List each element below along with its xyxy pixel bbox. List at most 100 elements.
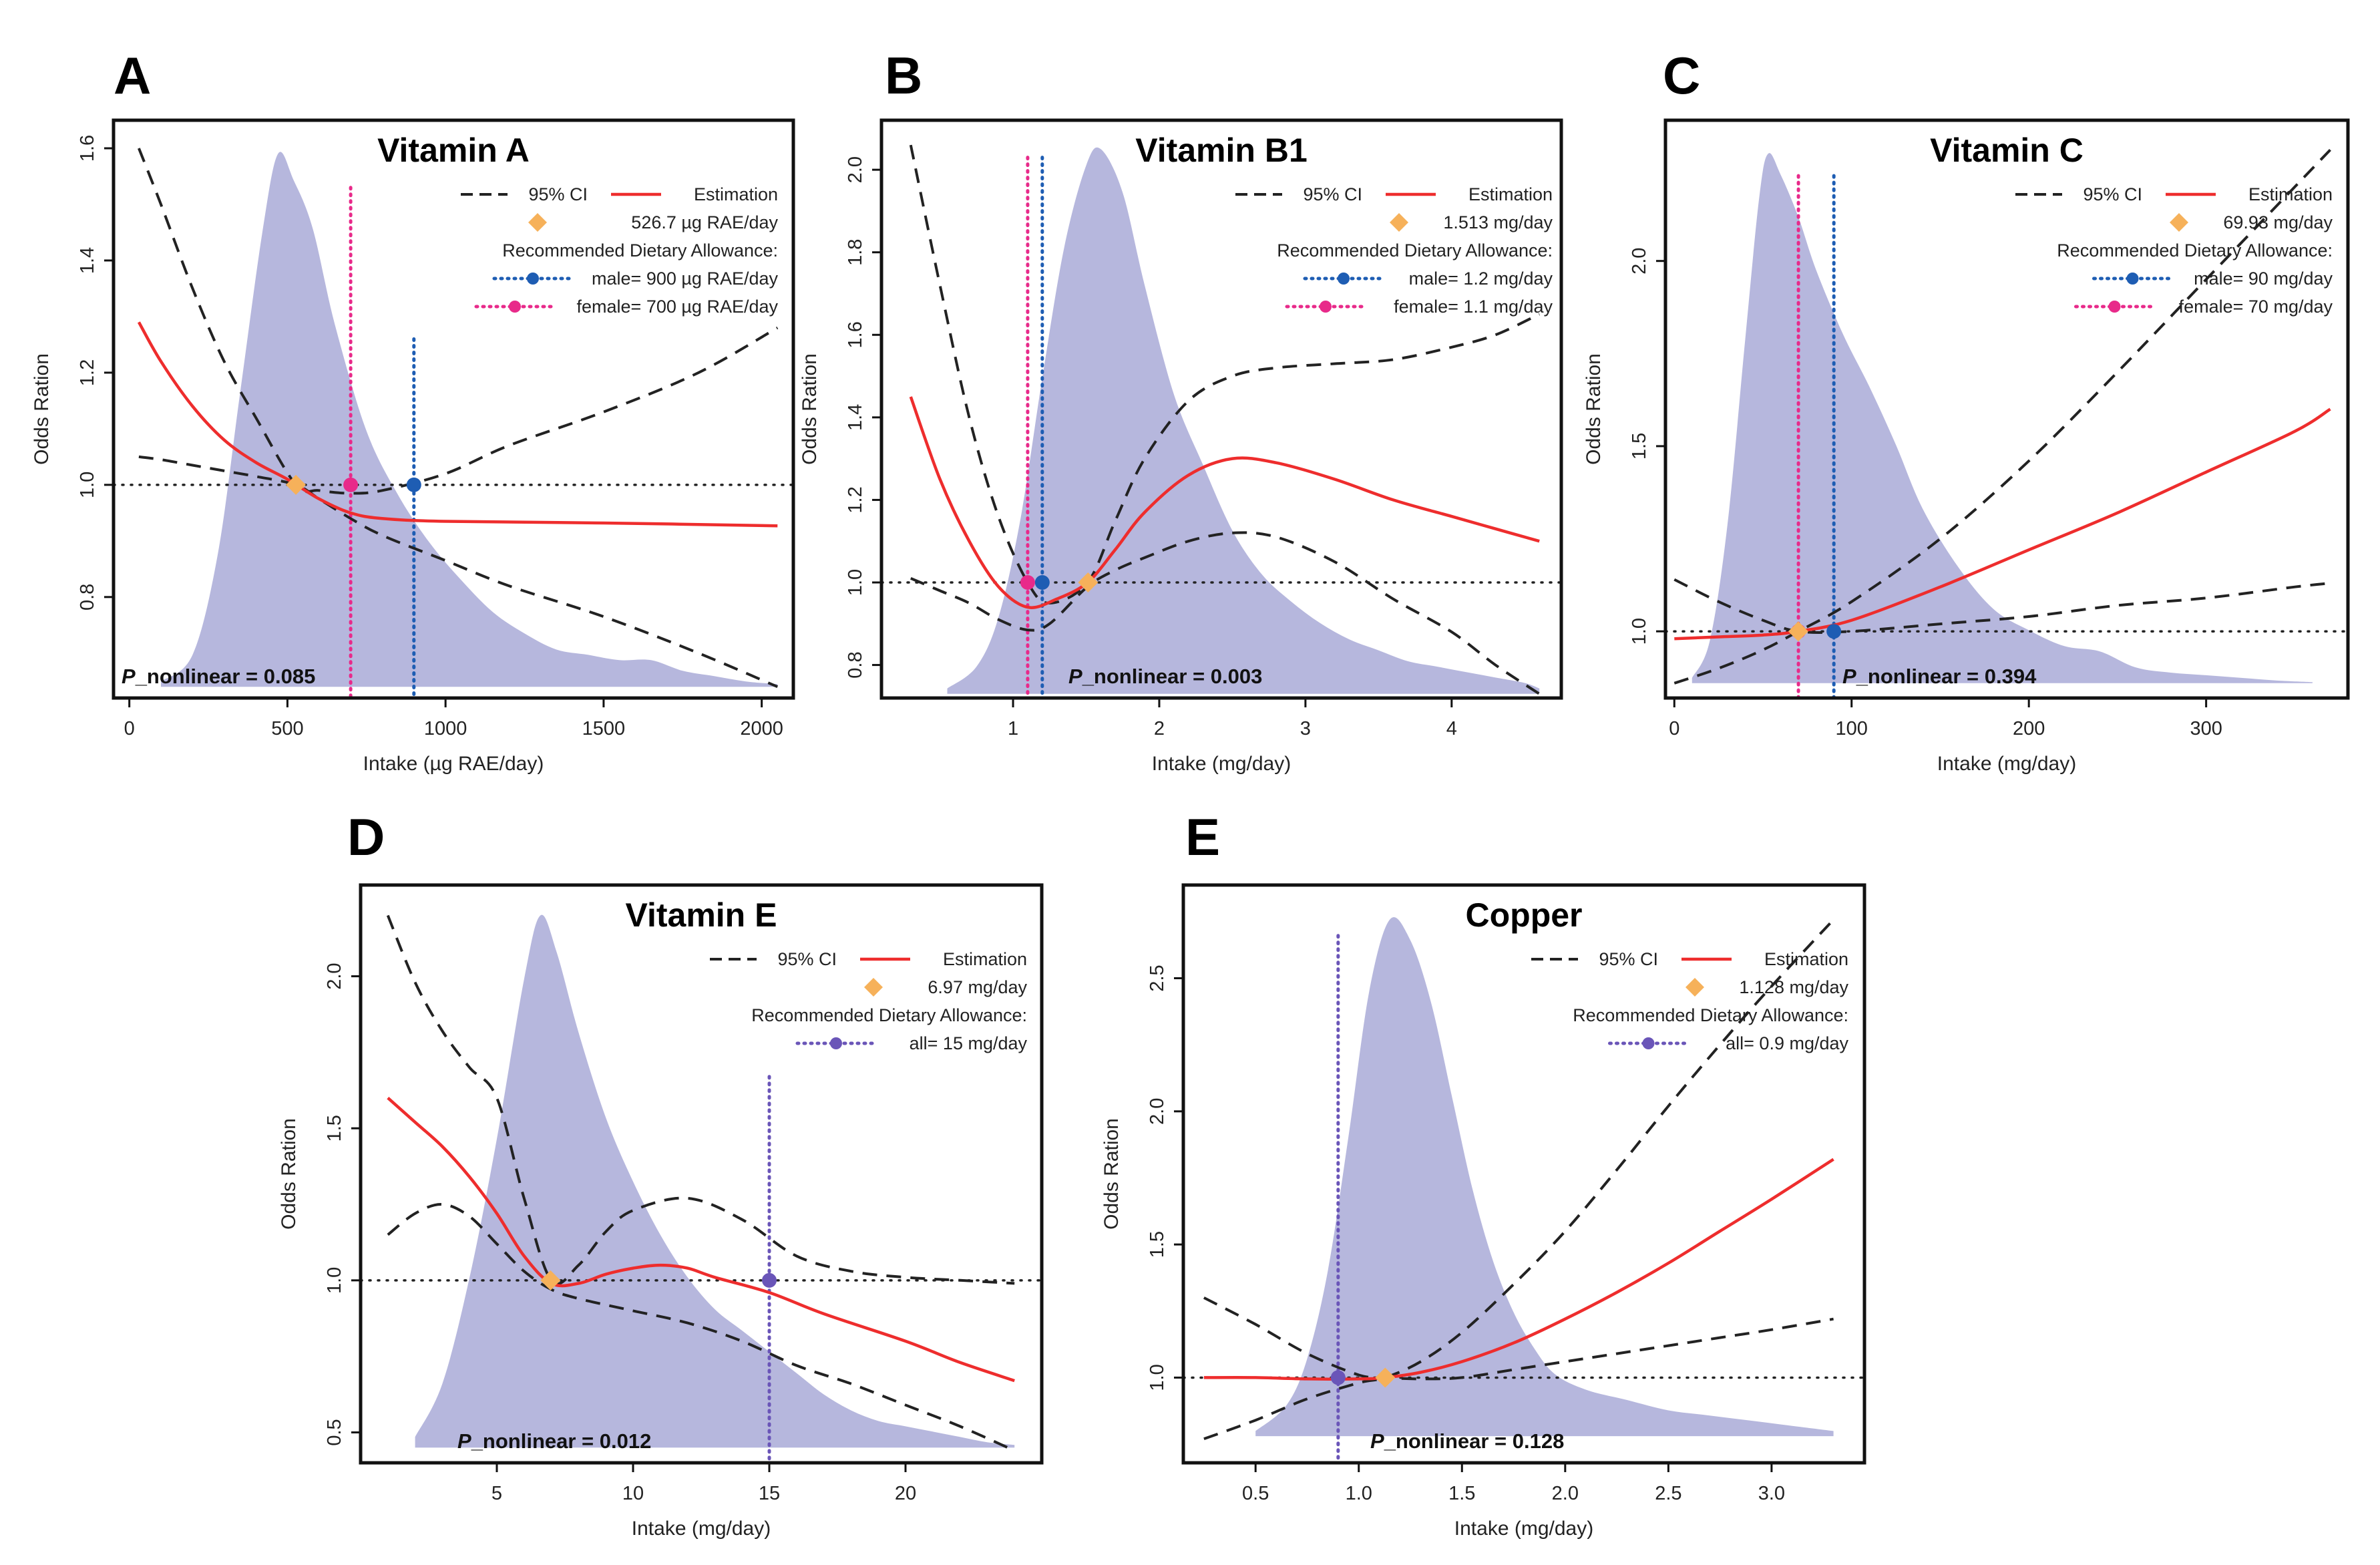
x-axis-label: Intake (mg/day) (1152, 753, 1291, 775)
optimum-point-diamond (540, 1270, 561, 1290)
p-symbol: P (457, 1429, 471, 1453)
p-text: _nonlinear = (471, 1429, 600, 1453)
rda-point-male (406, 477, 421, 492)
intake-density-area (1692, 153, 2313, 683)
estimation-line (909, 396, 1540, 609)
ci-lower-line (1673, 578, 2331, 634)
y-tick-label: 2.5 (1147, 965, 1168, 991)
y-tick-label: 1.5 (1629, 433, 1650, 460)
legend-estimation-label: Estimation (1764, 949, 1848, 969)
legend-rda-label-female: female= 1.1 mg/day (1394, 297, 1553, 317)
p-nonlinear-annotation: P_nonlinear = 0.003 (1068, 665, 1262, 688)
x-tick-label: 4 (1446, 718, 1457, 739)
optimum-point-diamond (1788, 621, 1808, 642)
x-axis-label: Intake (µg RAE/day) (363, 753, 544, 775)
y-axis-label: Odds Ration (799, 353, 821, 465)
p-text: _nonlinear = (1082, 665, 1211, 688)
x-tick-label: 1 (1008, 718, 1018, 739)
x-tick-label: 300 (2190, 718, 2222, 739)
legend-rda-label-male: male= 900 µg RAE/day (592, 269, 778, 289)
panel-letter: C (1663, 46, 1700, 105)
plot-frame (359, 883, 1044, 1465)
y-axis-label: Odds Ration (31, 353, 53, 465)
plot-frame (879, 118, 1563, 700)
p-value: 0.012 (600, 1429, 652, 1453)
ci-lower-line (910, 531, 1541, 695)
intake-density-area (1255, 917, 1834, 1437)
y-tick-label: 0.8 (845, 651, 866, 678)
intake-density-area (415, 914, 1015, 1448)
legend-rda-dot-male (2126, 273, 2139, 285)
legend-rda-label-female: female= 700 µg RAE/day (577, 297, 779, 317)
legend-rda-label-female: female= 70 mg/day (2179, 297, 2333, 317)
legend: Estimation 95% CI 69.93 mg/day Recommended … (2015, 184, 2333, 317)
y-axis-label: Odds Ration (1101, 1118, 1123, 1230)
rda-point-male (1034, 575, 1050, 590)
x-tick-label: 3 (1300, 718, 1311, 739)
y-tick-label: 0.8 (77, 584, 98, 611)
estimation-line (1203, 1158, 1834, 1381)
y-tick-label: 1.4 (77, 247, 98, 274)
x-tick-label: 3.0 (1758, 1483, 1785, 1504)
p-value: 0.394 (1985, 665, 2037, 688)
y-tick-label: 1.2 (77, 359, 98, 386)
p-symbol: P (122, 665, 136, 688)
x-tick-label: 2.5 (1655, 1483, 1681, 1504)
legend-rda-header: Recommended Dietary Allowance: (751, 1005, 1027, 1025)
ci-lower-line (138, 455, 779, 689)
optimum-point-diamond (1078, 572, 1099, 592)
legend-rda-dot-male (1338, 273, 1350, 285)
y-tick-label: 1.0 (845, 569, 866, 596)
p-nonlinear-annotation: P_nonlinear = 0.012 (457, 1429, 651, 1453)
legend: Estimation 95% CI 1.128 mg/day Recommended … (1531, 949, 1848, 1053)
plot-area (1183, 917, 1864, 1463)
legend-ci-label: 95% CI (2083, 184, 2142, 204)
legend-optimum-diamond (528, 213, 547, 232)
ci-upper-line (1673, 149, 2331, 685)
y-tick-label: 1.6 (845, 321, 866, 348)
panel-c: 0 100 200 300 1.0 1.5 2.0 Intake (mg/day) Odds R… (1583, 46, 2350, 775)
rda-point-male (1826, 624, 1842, 639)
x-tick-label: 0 (1669, 718, 1679, 739)
x-tick-label: 1000 (424, 718, 467, 739)
y-tick-label: 1.0 (324, 1267, 345, 1294)
y-axis-label: Odds Ration (1583, 353, 1605, 465)
legend-optimum-label: 69.93 mg/day (2223, 212, 2333, 232)
y-tick-label: 1.2 (845, 486, 866, 513)
x-tick-label: 1500 (582, 718, 626, 739)
y-tick-label: 1.0 (1629, 618, 1650, 645)
legend-rda-label-male: male= 1.2 mg/day (1409, 269, 1553, 289)
p-nonlinear-annotation: P_nonlinear = 0.085 (122, 665, 315, 688)
plot-area (881, 144, 1561, 698)
y-tick-label: 1.0 (1147, 1364, 1168, 1391)
p-value: 0.128 (1513, 1429, 1565, 1453)
legend-estimation-label: Estimation (2248, 184, 2333, 204)
panel-d: 5 10 15 20 0.5 1.0 1.5 2.0 Intake (mg/day) Odds R… (278, 808, 1044, 1540)
x-axis-label: Intake (mg/day) (1454, 1518, 1593, 1540)
legend-rda-dot-female (2108, 301, 2121, 313)
y-tick-label: 1.5 (324, 1115, 345, 1142)
y-tick-label: 2.0 (1147, 1098, 1168, 1125)
rda-point-female (1020, 575, 1035, 590)
legend-rda-header: Recommended Dietary Allowance: (502, 240, 778, 260)
legend-optimum-diamond (2170, 213, 2188, 232)
panel-letter: B (885, 46, 922, 105)
legend: Estimation 95% CI 6.97 mg/day Recommended D… (710, 949, 1027, 1053)
legend-optimum-diamond (1390, 213, 1408, 232)
x-tick-label: 0 (124, 718, 135, 739)
x-axis-label: Intake (mg/day) (1937, 753, 2076, 775)
rda-point-female (343, 477, 359, 492)
rda-point-all (762, 1272, 777, 1288)
intake-density-area (161, 152, 778, 687)
plot-area (361, 914, 1042, 1463)
y-tick-label: 2.0 (845, 156, 866, 183)
panel-b: 1 2 3 4 0.8 1.0 1.2 1.4 1.6 1.8 2.0 Intake (mg/day)… (799, 46, 1563, 775)
legend-rda-dot-all (1642, 1037, 1655, 1049)
legend-rda-header: Recommended Dietary Allowance: (1277, 240, 1553, 260)
panel-title: Vitamin E (626, 896, 777, 934)
y-tick-label: 1.4 (845, 404, 866, 431)
intake-density-area (947, 147, 1540, 694)
p-text: _nonlinear = (1856, 665, 1985, 688)
estimation-line (137, 321, 778, 528)
optimum-point-diamond (286, 474, 307, 495)
